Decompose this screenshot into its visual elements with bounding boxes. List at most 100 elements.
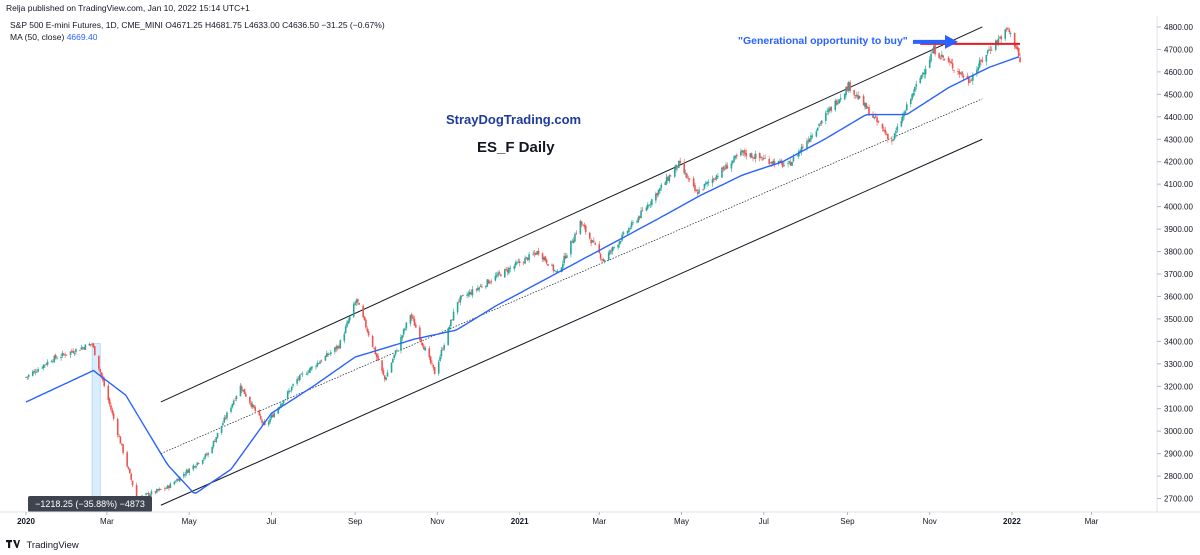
candle-body xyxy=(479,285,482,287)
x-tick-label: Mar xyxy=(592,517,606,526)
candle-body xyxy=(499,274,502,277)
candle-body xyxy=(145,493,147,495)
candle-body xyxy=(120,443,123,445)
candle-body xyxy=(212,441,215,447)
candle-body xyxy=(135,485,138,499)
candle-body xyxy=(533,252,536,254)
candle-body xyxy=(258,410,261,416)
candle-body xyxy=(826,111,828,112)
candle-body xyxy=(543,257,545,261)
candle-body xyxy=(943,58,946,60)
candle-body xyxy=(165,488,168,489)
candle-body xyxy=(393,354,396,359)
candle-body xyxy=(714,179,717,181)
candle-body xyxy=(412,316,414,319)
candle-body xyxy=(451,319,454,321)
candle-body xyxy=(169,483,172,488)
candle-body xyxy=(439,356,441,362)
candle-body xyxy=(250,403,253,407)
candle-body xyxy=(574,233,576,242)
tradingview-brand: TradingView xyxy=(26,540,79,551)
candle-body xyxy=(989,49,992,51)
candle-body xyxy=(448,326,451,330)
candle-body xyxy=(675,164,677,170)
x-tick-label: Sep xyxy=(840,517,855,526)
candle-body xyxy=(876,117,878,122)
candle-body xyxy=(176,479,178,482)
candle-body xyxy=(845,87,847,96)
candle-body xyxy=(423,346,425,350)
candle-body xyxy=(636,221,638,223)
candle-body xyxy=(188,468,191,473)
candle-body xyxy=(1019,57,1021,63)
channel-middle-line xyxy=(160,98,983,454)
candle-body xyxy=(91,343,93,345)
candle-body xyxy=(270,415,273,418)
candle-body xyxy=(953,69,955,71)
candle-body xyxy=(931,52,934,54)
candle-body xyxy=(825,112,827,121)
candle-body xyxy=(806,141,808,149)
candle-body xyxy=(798,151,800,157)
candle-body xyxy=(524,258,526,264)
legend-symbol-row: S&P 500 E-mini Futures, 1D, CME_MINI O46… xyxy=(10,19,385,31)
candle-body xyxy=(166,485,169,489)
candle-body xyxy=(421,342,424,346)
candle-body xyxy=(744,150,746,155)
candle-body xyxy=(459,296,462,303)
candle-body xyxy=(390,362,393,373)
candle-body xyxy=(319,361,321,364)
candle-body xyxy=(811,135,814,137)
candle-body xyxy=(947,57,950,62)
candle-body xyxy=(651,199,653,206)
candle-body xyxy=(694,185,696,191)
candle-body xyxy=(962,75,965,78)
candle-body xyxy=(771,161,773,164)
candle-body xyxy=(692,178,695,186)
candle-body xyxy=(362,305,364,318)
candle-body xyxy=(994,40,997,50)
chart-area[interactable]: "Generational opportunity to buy" StrayDo… xyxy=(0,16,1200,530)
candle-body xyxy=(328,353,331,355)
candle-body xyxy=(514,262,517,266)
candle-body xyxy=(122,444,124,454)
candle-body xyxy=(951,63,954,69)
candle-body xyxy=(409,315,412,324)
candle-body xyxy=(1016,47,1019,50)
candle-body xyxy=(820,120,823,124)
candle-body xyxy=(664,182,667,185)
candle-body xyxy=(796,155,799,157)
candle-body xyxy=(560,267,563,272)
candle-body xyxy=(970,80,973,82)
candle-body xyxy=(730,163,733,169)
candle-body xyxy=(873,116,876,119)
legend-high: H4681.75 xyxy=(205,20,242,30)
candle-body xyxy=(468,291,471,295)
price-chart[interactable]: "Generational opportunity to buy" StrayDo… xyxy=(0,16,1200,530)
x-tick-label: 2021 xyxy=(511,517,529,526)
candle-body xyxy=(611,246,614,252)
candle-body xyxy=(505,268,507,270)
candle-body xyxy=(467,293,470,296)
candle-body xyxy=(486,279,489,287)
candle-body xyxy=(1004,29,1007,39)
candle-body xyxy=(980,60,982,62)
candle-body xyxy=(197,463,200,464)
candle-body xyxy=(204,454,207,458)
publisher-text: Relja published on TradingView.com, Jan … xyxy=(6,3,250,13)
candle-body xyxy=(289,390,292,392)
callout-arrow-icon xyxy=(913,34,958,49)
x-tick-label: May xyxy=(182,517,197,526)
candle-body xyxy=(441,349,444,351)
candle-body xyxy=(872,114,874,118)
candle-body xyxy=(815,131,818,137)
candle-body xyxy=(69,351,72,355)
candle-body xyxy=(752,157,754,159)
y-tick-label: 3900.00 xyxy=(1164,225,1193,234)
y-tick-label: 2800.00 xyxy=(1164,472,1193,481)
candle-body xyxy=(93,346,96,356)
candle-body xyxy=(429,356,432,363)
candle-body xyxy=(131,480,134,486)
candle-body xyxy=(827,109,830,112)
candle-body xyxy=(522,262,525,263)
